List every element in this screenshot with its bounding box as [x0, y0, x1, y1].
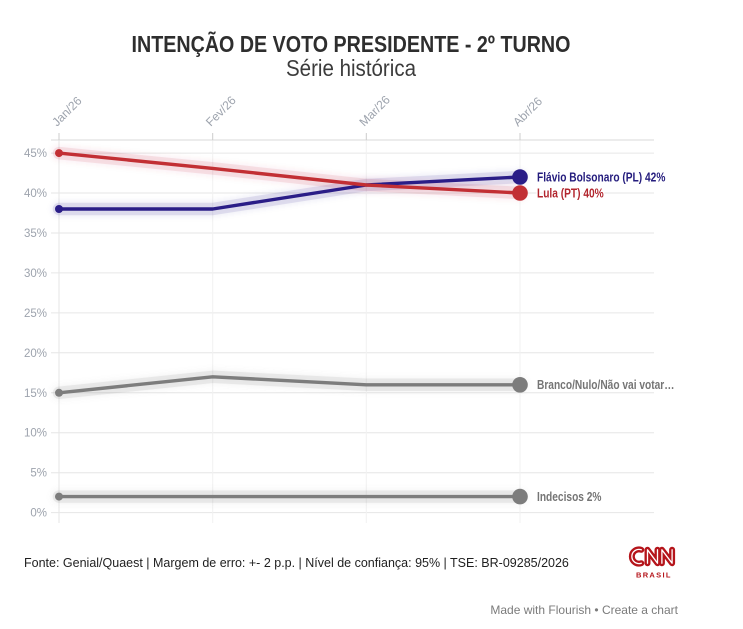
svg-text:Flávio Bolsonaro (PL) 42%: Flávio Bolsonaro (PL) 42% — [537, 171, 665, 184]
svg-text:20%: 20% — [24, 348, 47, 360]
svg-text:40%: 40% — [24, 188, 47, 200]
svg-text:35%: 35% — [24, 228, 47, 240]
svg-text:Mar/26: Mar/26 — [357, 93, 394, 130]
svg-text:25%: 25% — [24, 308, 47, 320]
svg-text:0%: 0% — [30, 508, 47, 520]
svg-text:BRASIL: BRASIL — [636, 571, 672, 580]
svg-text:Fev/26: Fev/26 — [203, 93, 239, 129]
svg-text:45%: 45% — [24, 148, 47, 160]
svg-text:Branco/Nulo/Não vai votar…: Branco/Nulo/Não vai votar… — [537, 379, 674, 392]
svg-text:15%: 15% — [24, 388, 47, 400]
svg-text:Indecisos 2%: Indecisos 2% — [537, 491, 601, 504]
svg-text:5%: 5% — [30, 468, 47, 480]
svg-text:Abr/26: Abr/26 — [510, 94, 545, 129]
svg-text:10%: 10% — [24, 428, 47, 440]
svg-text:Jan/26: Jan/26 — [49, 94, 85, 130]
svg-text:Lula (PT) 40%: Lula (PT) 40% — [537, 187, 604, 200]
svg-text:30%: 30% — [24, 268, 47, 280]
